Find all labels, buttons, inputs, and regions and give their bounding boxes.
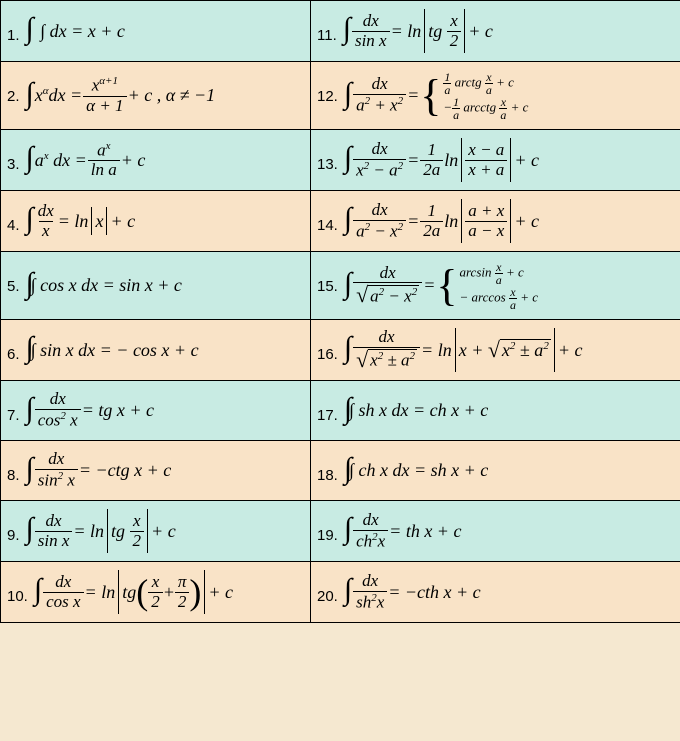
row-num: 12.: [317, 70, 338, 105]
formula-18: ∫∫ ch x dx = sh x + c: [344, 454, 488, 488]
cell-13: 13. ∫ dxx2 − a2 = 12a ln x − ax + a + c: [311, 130, 680, 191]
cell-5: 5. ∫∫ cos x dx = sin x + c: [1, 252, 311, 320]
formula-5: ∫∫ cos x dx = sin x + c: [26, 269, 182, 303]
formula-4: ∫ dxx = lnx+ c: [26, 202, 136, 240]
cell-8: 8. ∫ dxsin2 x = −ctg x + c: [1, 441, 311, 501]
cell-4: 4. ∫ dxx = lnx+ c: [1, 191, 311, 252]
cell-6: 6. ∫∫ sin x dx = − cos x + c: [1, 320, 311, 381]
row-num: 6.: [7, 328, 20, 363]
cell-2: 2. ∫xαdx = xα+1α + 1 + c , α ≠ −1: [1, 62, 311, 130]
cell-12: 12. ∫ dxa2 + x2 = 1a arctg xa + c −1a ar…: [311, 62, 680, 130]
row-num: 20.: [317, 570, 338, 605]
row-num: 18.: [317, 449, 338, 484]
formula-16: ∫ dxx2 ± a2 = ln x + x2 ± a2 + c: [344, 328, 583, 372]
formula-11: ∫ dxsin x = ln tg x2 + c: [343, 9, 493, 53]
row-num: 11.: [317, 9, 337, 44]
row-num: 1.: [7, 9, 20, 44]
row-num: 9.: [7, 509, 20, 544]
row-num: 13.: [317, 138, 338, 173]
cell-9: 9. ∫ dxsin x = ln tg x2 + c: [1, 501, 311, 562]
formula-6: ∫∫ sin x dx = − cos x + c: [26, 333, 199, 367]
formula-13: ∫ dxx2 − a2 = 12a ln x − ax + a + c: [344, 138, 539, 182]
row-num: 3.: [7, 138, 20, 173]
cell-7: 7. ∫ dxcos2 x = tg x + c: [1, 381, 311, 441]
formula-14: ∫ dxa2 − x2 = 12a ln a + xa − x + c: [344, 199, 539, 243]
formula-8: ∫ dxsin2 x = −ctg x + c: [26, 450, 172, 490]
row-num: 15.: [317, 260, 338, 295]
formula-17: ∫∫ sh x dx = ch x + c: [344, 394, 488, 428]
row-num: 16.: [317, 328, 338, 363]
cell-18: 18. ∫∫ ch x dx = sh x + c: [311, 441, 680, 501]
row-num: 19.: [317, 509, 338, 544]
formula-19: ∫ dxch2x = th x + c: [344, 511, 462, 551]
formula-7: ∫ dxcos2 x = tg x + c: [26, 390, 154, 430]
cell-14: 14. ∫ dxa2 − x2 = 12a ln a + xa − x + c: [311, 191, 680, 252]
formula-1: ∫ ∫ dx = x + c: [26, 14, 125, 48]
cell-16: 16. ∫ dxx2 ± a2 = ln x + x2 ± a2 + c: [311, 320, 680, 381]
row-num: 5.: [7, 260, 20, 295]
formula-3: ∫ax dx = axln a + c: [26, 140, 146, 180]
row-num: 17.: [317, 389, 338, 424]
formula-10: ∫ dxcos x = ln tg(x2+π2) + c: [34, 570, 233, 614]
row-num: 10.: [7, 570, 28, 605]
cell-15: 15. ∫ dxa2 − x2 = arcsin xa + c − arccos…: [311, 252, 680, 320]
row-num: 8.: [7, 449, 20, 484]
cell-19: 19. ∫ dxch2x = th x + c: [311, 501, 680, 562]
integral-table: 1. ∫ ∫ dx = x + c 11. ∫ dxsin x = ln tg …: [0, 0, 680, 623]
row-num: 2.: [7, 70, 20, 105]
cell-17: 17. ∫∫ sh x dx = ch x + c: [311, 381, 680, 441]
formula-9: ∫ dxsin x = ln tg x2 + c: [26, 509, 176, 553]
row-num: 14.: [317, 199, 338, 234]
cell-3: 3. ∫ax dx = axln a + c: [1, 130, 311, 191]
cell-10: 10. ∫ dxcos x = ln tg(x2+π2) + c: [1, 562, 311, 623]
row-num: 7.: [7, 389, 20, 424]
formula-20: ∫ dxsh2x = −cth x + c: [344, 572, 481, 612]
cell-1: 1. ∫ ∫ dx = x + c: [1, 1, 311, 62]
formula-12: ∫ dxa2 + x2 = 1a arctg xa + c −1a arcctg…: [344, 70, 529, 121]
formula-2: ∫xαdx = xα+1α + 1 + c , α ≠ −1: [26, 75, 216, 115]
cell-11: 11. ∫ dxsin x = ln tg x2 + c: [311, 1, 680, 62]
row-num: 4.: [7, 199, 20, 234]
cell-20: 20. ∫ dxsh2x = −cth x + c: [311, 562, 680, 623]
formula-15: ∫ dxa2 − x2 = arcsin xa + c − arccos xa …: [344, 260, 538, 311]
